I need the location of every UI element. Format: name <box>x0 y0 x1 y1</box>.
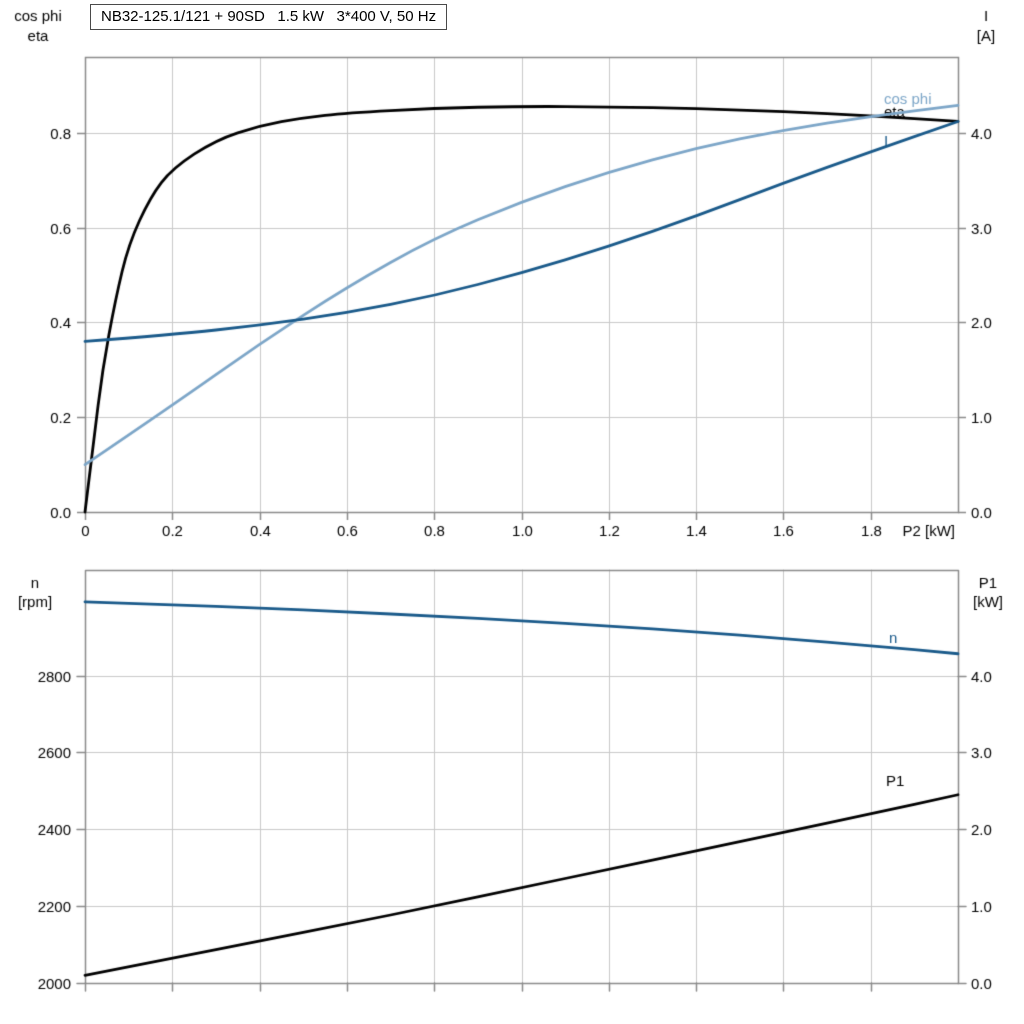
chart-title-box: NB32-125.1/121 + 90SD 1.5 kW 3*400 V, 50… <box>90 4 448 30</box>
